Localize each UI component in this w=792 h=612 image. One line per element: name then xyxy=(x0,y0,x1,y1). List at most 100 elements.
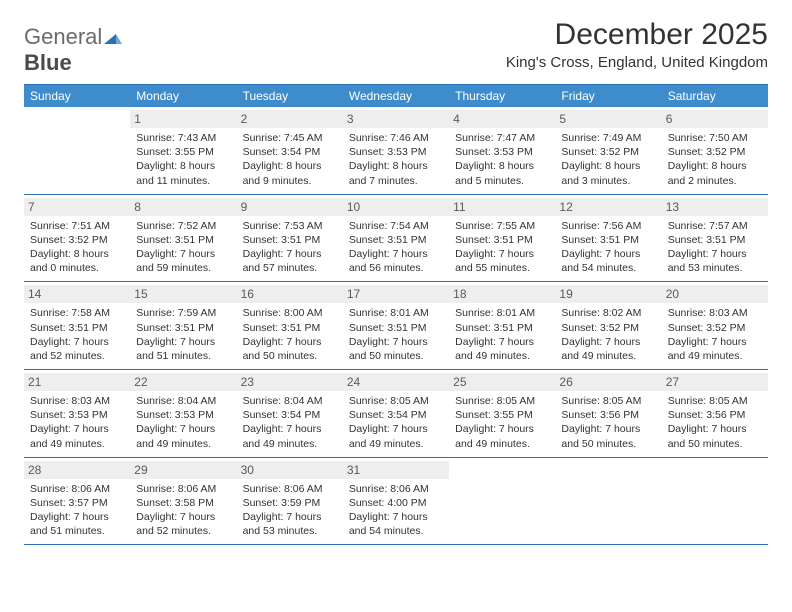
day-info: Sunrise: 7:47 AMSunset: 3:53 PMDaylight:… xyxy=(455,131,549,188)
day-name: Wednesday xyxy=(343,85,449,107)
day-info: Sunrise: 7:51 AMSunset: 3:52 PMDaylight:… xyxy=(30,219,124,276)
day-cell: 16 Sunrise: 8:00 AMSunset: 3:51 PMDayligh… xyxy=(237,282,343,369)
day-info: Sunrise: 7:54 AMSunset: 3:51 PMDaylight:… xyxy=(349,219,443,276)
day-cell: 25 Sunrise: 8:05 AMSunset: 3:55 PMDayligh… xyxy=(449,370,555,457)
location-text: King's Cross, England, United Kingdom xyxy=(506,54,768,71)
week-row: 14 Sunrise: 7:58 AMSunset: 3:51 PMDayligh… xyxy=(24,282,768,370)
day-name: Tuesday xyxy=(237,85,343,107)
day-info: Sunrise: 8:01 AMSunset: 3:51 PMDaylight:… xyxy=(455,306,549,363)
day-number: 7 xyxy=(24,198,130,216)
day-info: Sunrise: 7:53 AMSunset: 3:51 PMDaylight:… xyxy=(243,219,337,276)
day-number: 19 xyxy=(555,285,661,303)
day-info: Sunrise: 8:06 AMSunset: 3:59 PMDaylight:… xyxy=(243,482,337,539)
day-cell: 19 Sunrise: 8:02 AMSunset: 3:52 PMDayligh… xyxy=(555,282,661,369)
day-cell: 14 Sunrise: 7:58 AMSunset: 3:51 PMDayligh… xyxy=(24,282,130,369)
logo-word-2: Blue xyxy=(24,50,72,75)
logo-word-1: General xyxy=(24,24,102,49)
day-cell: 18 Sunrise: 8:01 AMSunset: 3:51 PMDayligh… xyxy=(449,282,555,369)
day-info: Sunrise: 7:46 AMSunset: 3:53 PMDaylight:… xyxy=(349,131,443,188)
logo-text: GeneralBlue xyxy=(24,24,122,76)
day-info: Sunrise: 8:02 AMSunset: 3:52 PMDaylight:… xyxy=(561,306,655,363)
day-info: Sunrise: 7:43 AMSunset: 3:55 PMDaylight:… xyxy=(136,131,230,188)
day-cell: 1 Sunrise: 7:43 AMSunset: 3:55 PMDaylight… xyxy=(130,107,236,194)
day-cell: 15 Sunrise: 7:59 AMSunset: 3:51 PMDayligh… xyxy=(130,282,236,369)
week-row: 28Sunrise: 8:06 AMSunset: 3:57 PMDayligh… xyxy=(24,458,768,546)
day-cell: 6 Sunrise: 7:50 AMSunset: 3:52 PMDaylight… xyxy=(662,107,768,194)
logo: GeneralBlue xyxy=(24,24,122,76)
day-info: Sunrise: 7:57 AMSunset: 3:51 PMDaylight:… xyxy=(668,219,762,276)
day-number: 11 xyxy=(449,198,555,216)
day-info: Sunrise: 8:03 AMSunset: 3:52 PMDaylight:… xyxy=(668,306,762,363)
day-number: 10 xyxy=(343,198,449,216)
day-cell xyxy=(449,458,555,545)
day-cell: 8Sunrise: 7:52 AMSunset: 3:51 PMDaylight… xyxy=(130,195,236,282)
day-cell: 3 Sunrise: 7:46 AMSunset: 3:53 PMDaylight… xyxy=(343,107,449,194)
day-cell: 12 Sunrise: 7:56 AMSunset: 3:51 PMDayligh… xyxy=(555,195,661,282)
day-cell: 5Sunrise: 7:49 AMSunset: 3:52 PMDaylight… xyxy=(555,107,661,194)
logo-mark-icon xyxy=(104,24,122,49)
day-number: 15 xyxy=(130,285,236,303)
day-number: 12 xyxy=(555,198,661,216)
day-cell xyxy=(662,458,768,545)
day-cell: 17 Sunrise: 8:01 AMSunset: 3:51 PMDayligh… xyxy=(343,282,449,369)
page-header: GeneralBlue December 2025 King's Cross, … xyxy=(24,18,768,76)
day-number: 20 xyxy=(662,285,768,303)
day-number: 5 xyxy=(555,110,661,128)
day-number: 13 xyxy=(662,198,768,216)
day-cell: 29 Sunrise: 8:06 AMSunset: 3:58 PMDayligh… xyxy=(130,458,236,545)
day-cell: 28Sunrise: 8:06 AMSunset: 3:57 PMDayligh… xyxy=(24,458,130,545)
day-info: Sunrise: 8:01 AMSunset: 3:51 PMDaylight:… xyxy=(349,306,443,363)
day-cell: 27 Sunrise: 8:05 AMSunset: 3:56 PMDayligh… xyxy=(662,370,768,457)
day-cell: 26Sunrise: 8:05 AMSunset: 3:56 PMDayligh… xyxy=(555,370,661,457)
day-name: Monday xyxy=(130,85,236,107)
day-info: Sunrise: 7:58 AMSunset: 3:51 PMDaylight:… xyxy=(30,306,124,363)
day-number: 14 xyxy=(24,285,130,303)
day-number: 29 xyxy=(130,461,236,479)
day-cell: 31Sunrise: 8:06 AMSunset: 4:00 PMDayligh… xyxy=(343,458,449,545)
day-number: 1 xyxy=(130,110,236,128)
day-info: Sunrise: 8:05 AMSunset: 3:56 PMDaylight:… xyxy=(668,394,762,451)
day-info: Sunrise: 8:06 AMSunset: 3:58 PMDaylight:… xyxy=(136,482,230,539)
day-number: 8 xyxy=(130,198,236,216)
day-info: Sunrise: 7:50 AMSunset: 3:52 PMDaylight:… xyxy=(668,131,762,188)
day-number: 4 xyxy=(449,110,555,128)
day-info: Sunrise: 8:05 AMSunset: 3:54 PMDaylight:… xyxy=(349,394,443,451)
calendar-body: 1 Sunrise: 7:43 AMSunset: 3:55 PMDaylight… xyxy=(24,107,768,545)
day-cell: 13 Sunrise: 7:57 AMSunset: 3:51 PMDayligh… xyxy=(662,195,768,282)
day-info: Sunrise: 7:59 AMSunset: 3:51 PMDaylight:… xyxy=(136,306,230,363)
day-cell: 21 Sunrise: 8:03 AMSunset: 3:53 PMDayligh… xyxy=(24,370,130,457)
day-number: 22 xyxy=(130,373,236,391)
day-number: 30 xyxy=(237,461,343,479)
page-title: December 2025 xyxy=(506,18,768,52)
day-name: Friday xyxy=(555,85,661,107)
day-name: Thursday xyxy=(449,85,555,107)
day-cell: 2 Sunrise: 7:45 AMSunset: 3:54 PMDaylight… xyxy=(237,107,343,194)
day-cell: 22Sunrise: 8:04 AMSunset: 3:53 PMDayligh… xyxy=(130,370,236,457)
title-block: December 2025 King's Cross, England, Uni… xyxy=(506,18,768,71)
day-info: Sunrise: 8:03 AMSunset: 3:53 PMDaylight:… xyxy=(30,394,124,451)
day-number: 16 xyxy=(237,285,343,303)
day-number: 23 xyxy=(237,373,343,391)
day-info: Sunrise: 8:00 AMSunset: 3:51 PMDaylight:… xyxy=(243,306,337,363)
day-number: 17 xyxy=(343,285,449,303)
week-row: 7 Sunrise: 7:51 AMSunset: 3:52 PMDaylight… xyxy=(24,195,768,283)
day-cell xyxy=(24,107,130,194)
day-number: 21 xyxy=(24,373,130,391)
day-info: Sunrise: 8:06 AMSunset: 3:57 PMDaylight:… xyxy=(30,482,124,539)
day-number: 3 xyxy=(343,110,449,128)
day-info: Sunrise: 8:05 AMSunset: 3:55 PMDaylight:… xyxy=(455,394,549,451)
day-number: 27 xyxy=(662,373,768,391)
day-cell: 24 Sunrise: 8:05 AMSunset: 3:54 PMDayligh… xyxy=(343,370,449,457)
day-number: 2 xyxy=(237,110,343,128)
day-number: 18 xyxy=(449,285,555,303)
day-number: 24 xyxy=(343,373,449,391)
day-cell: 23Sunrise: 8:04 AMSunset: 3:54 PMDayligh… xyxy=(237,370,343,457)
day-info: Sunrise: 7:56 AMSunset: 3:51 PMDaylight:… xyxy=(561,219,655,276)
day-cell xyxy=(555,458,661,545)
day-number: 25 xyxy=(449,373,555,391)
day-info: Sunrise: 8:05 AMSunset: 3:56 PMDaylight:… xyxy=(561,394,655,451)
day-cell: 30 Sunrise: 8:06 AMSunset: 3:59 PMDayligh… xyxy=(237,458,343,545)
day-number: 6 xyxy=(662,110,768,128)
day-cell: 4 Sunrise: 7:47 AMSunset: 3:53 PMDaylight… xyxy=(449,107,555,194)
day-info: Sunrise: 7:45 AMSunset: 3:54 PMDaylight:… xyxy=(243,131,337,188)
